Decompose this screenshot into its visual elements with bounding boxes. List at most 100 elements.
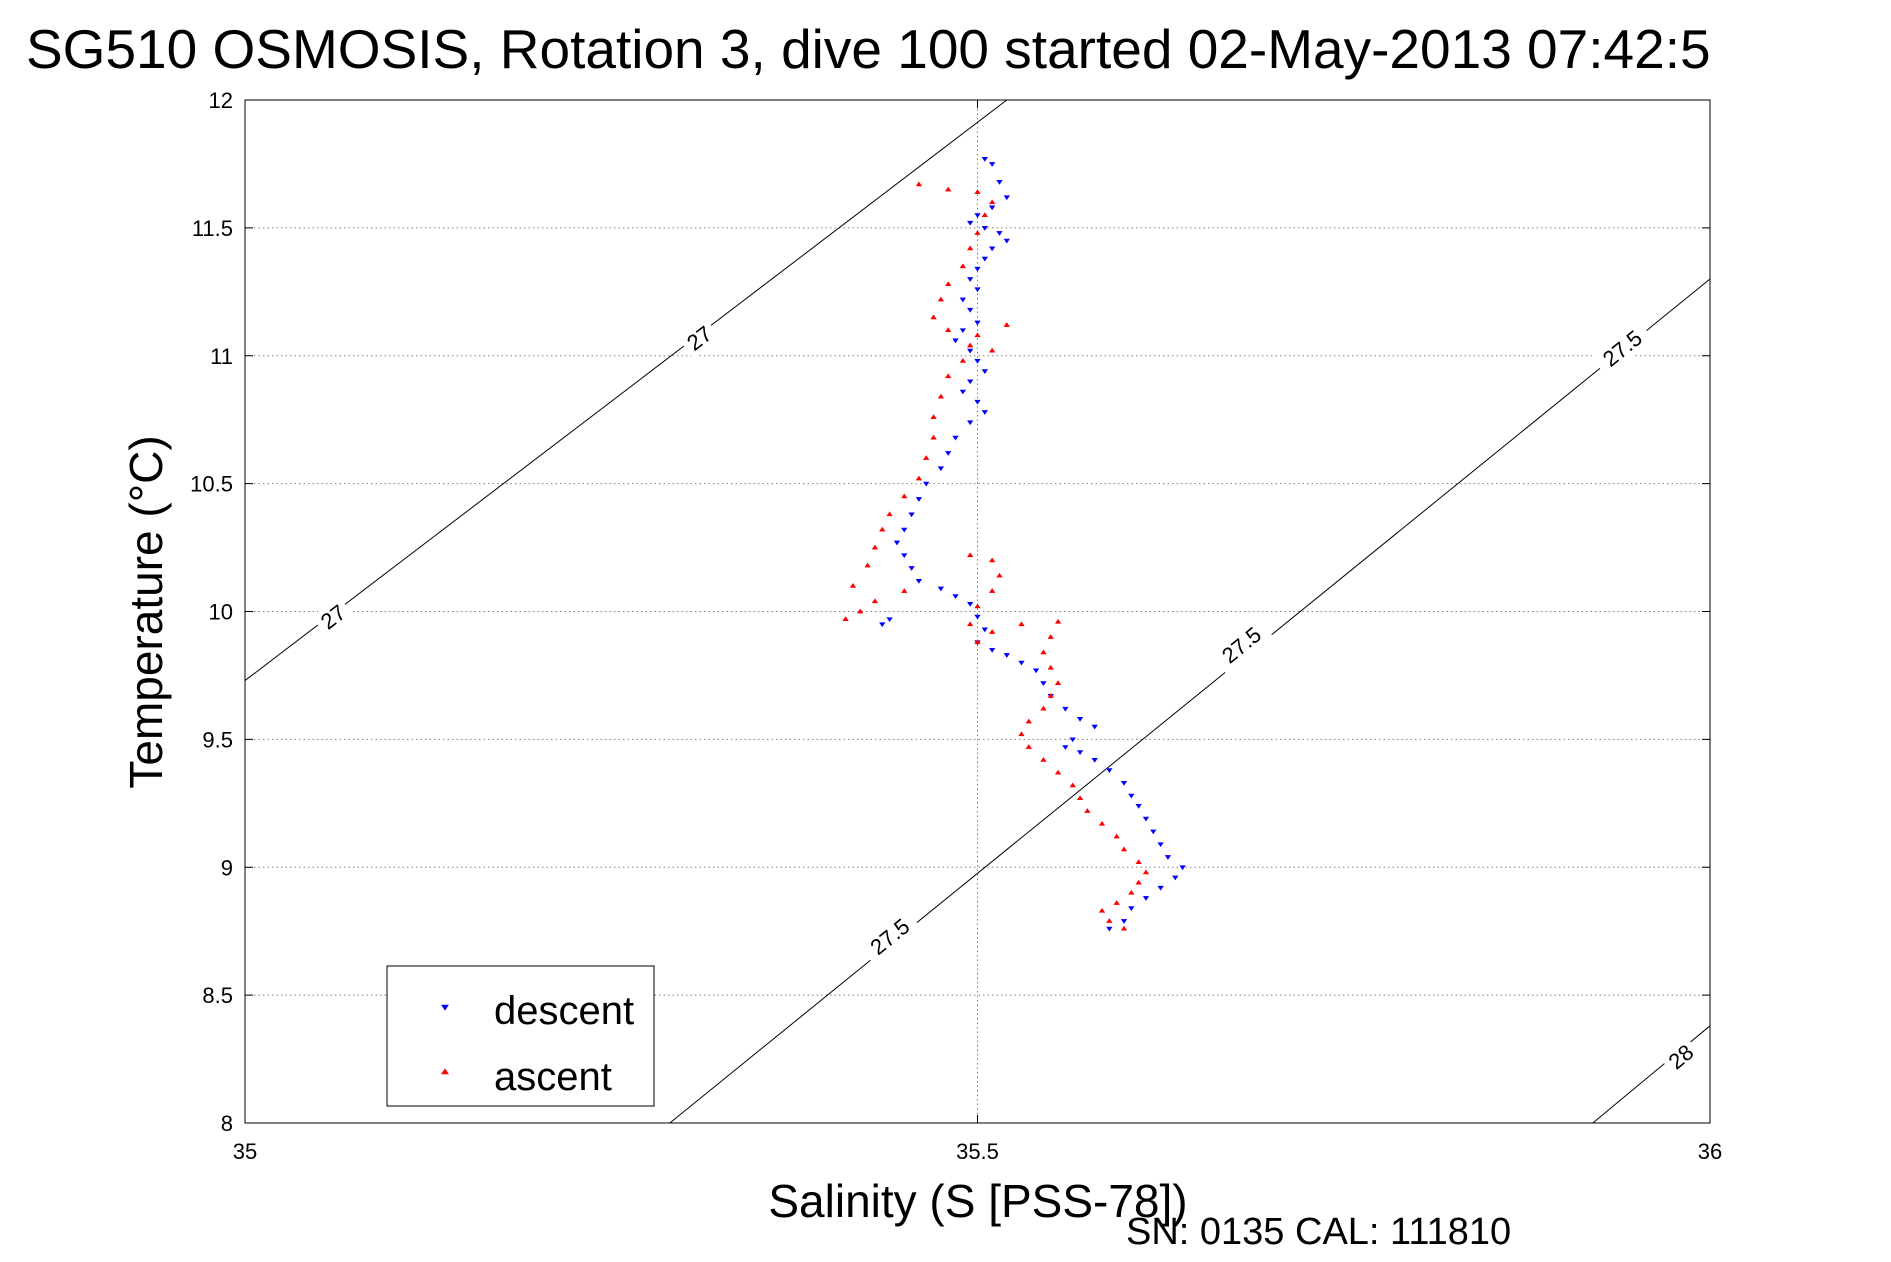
ascent-point [1069,782,1076,788]
ascent-point [1054,769,1062,775]
ascent-point [1113,900,1120,905]
legend-box [386,965,655,1107]
ascent-point [988,588,996,593]
descent-point [1032,668,1040,674]
ascent-point [945,327,952,333]
descent-point [1003,653,1010,658]
ascent-point [1003,322,1010,327]
descent-point [959,389,967,395]
x-tick-label: 35 [233,1139,257,1164]
descent-point [879,622,886,628]
descent-point [981,369,988,374]
descent-point [1172,875,1179,881]
descent-point [996,231,1003,236]
ascent-point [901,493,908,499]
descent-point [1150,829,1157,835]
chart-title: SG510 OSMOSIS, Rotation 3, dive 100 star… [26,18,1711,80]
descent-point [901,527,908,533]
ascent-point [1120,925,1128,931]
ascent-point [967,552,974,558]
ascent-point [1106,918,1113,923]
data-points [842,156,1186,932]
legend: descent ascent [386,965,655,1107]
ascent-point [857,608,864,614]
ascent-point [974,603,981,609]
contour-label-background [1209,615,1273,674]
y-tick-label: 8.5 [202,983,233,1008]
ascent-point [1135,859,1142,864]
density-contour-line [1592,1025,1711,1124]
descent-point [988,162,996,167]
contour-label: 27 [682,321,717,356]
ascent-point [915,475,923,481]
descent-point [1040,681,1047,686]
x-tick-label: 36 [1698,1139,1722,1164]
ascent-point [1047,664,1054,670]
ascent-point [915,181,923,187]
ascent-point [974,639,981,645]
descent-point [974,399,981,405]
x-tick-label: 35.5 [956,1139,999,1164]
descent-point [915,578,923,584]
ascent-point [1047,693,1054,698]
descent-point [1128,793,1135,799]
y-tick-label: 12 [209,88,233,113]
ascent-point [1098,907,1106,913]
ascent-point [937,393,945,399]
descent-point [1120,919,1128,924]
contour-label: 27 [316,600,351,635]
descent-point [1128,906,1135,912]
descent-point [893,540,901,546]
descent-point [974,266,981,272]
grid-lines [245,100,1710,1123]
descent-point [1062,745,1069,750]
ascent-point [1113,833,1120,839]
ascent-point [967,621,974,627]
ascent-point [871,544,879,550]
ascent-point [923,455,930,460]
y-tick-label: 11 [210,344,233,369]
ascent-point [974,332,981,338]
descent-point [959,328,967,334]
descent-point [981,627,988,633]
descent-point [988,205,996,211]
descent-point [974,287,981,293]
descent-point [981,156,988,162]
ascent-point [967,245,974,251]
ascent-point [1054,618,1062,624]
descent-point [1106,768,1113,773]
contour-label-background [1590,319,1654,378]
density-contour-line [244,99,1008,681]
ascent-point [988,347,996,353]
descent-point [1142,816,1150,822]
contour-label-background [858,907,922,966]
ascent-point [1025,718,1032,724]
descent-point [937,466,945,472]
descent-point [908,566,915,571]
descent-point [908,512,915,518]
descent-point [1157,842,1164,848]
ascent-point [930,314,937,320]
ascent-point [1047,634,1054,639]
descent-point [1106,926,1113,932]
ascent-point [1018,731,1025,737]
descent-point [959,297,967,303]
ascent-point [981,212,988,217]
descent-point [967,277,974,282]
descent-point [945,451,952,456]
descent-point [1142,896,1150,901]
ascent-point [901,588,908,593]
density-contour-line [669,278,1711,1124]
descent-point [1003,238,1010,244]
ascent-point [1040,705,1047,711]
ascent-point [937,296,945,302]
ascent-point [930,414,937,419]
ascent-point [996,572,1003,578]
ascent-point [1018,621,1025,627]
ascent-point [959,263,967,269]
ascent-point [988,199,996,205]
y-tick-label: 10.5 [190,472,233,497]
descent-point [981,256,988,262]
descent-point [1018,660,1025,666]
ascent-point [1076,795,1084,801]
